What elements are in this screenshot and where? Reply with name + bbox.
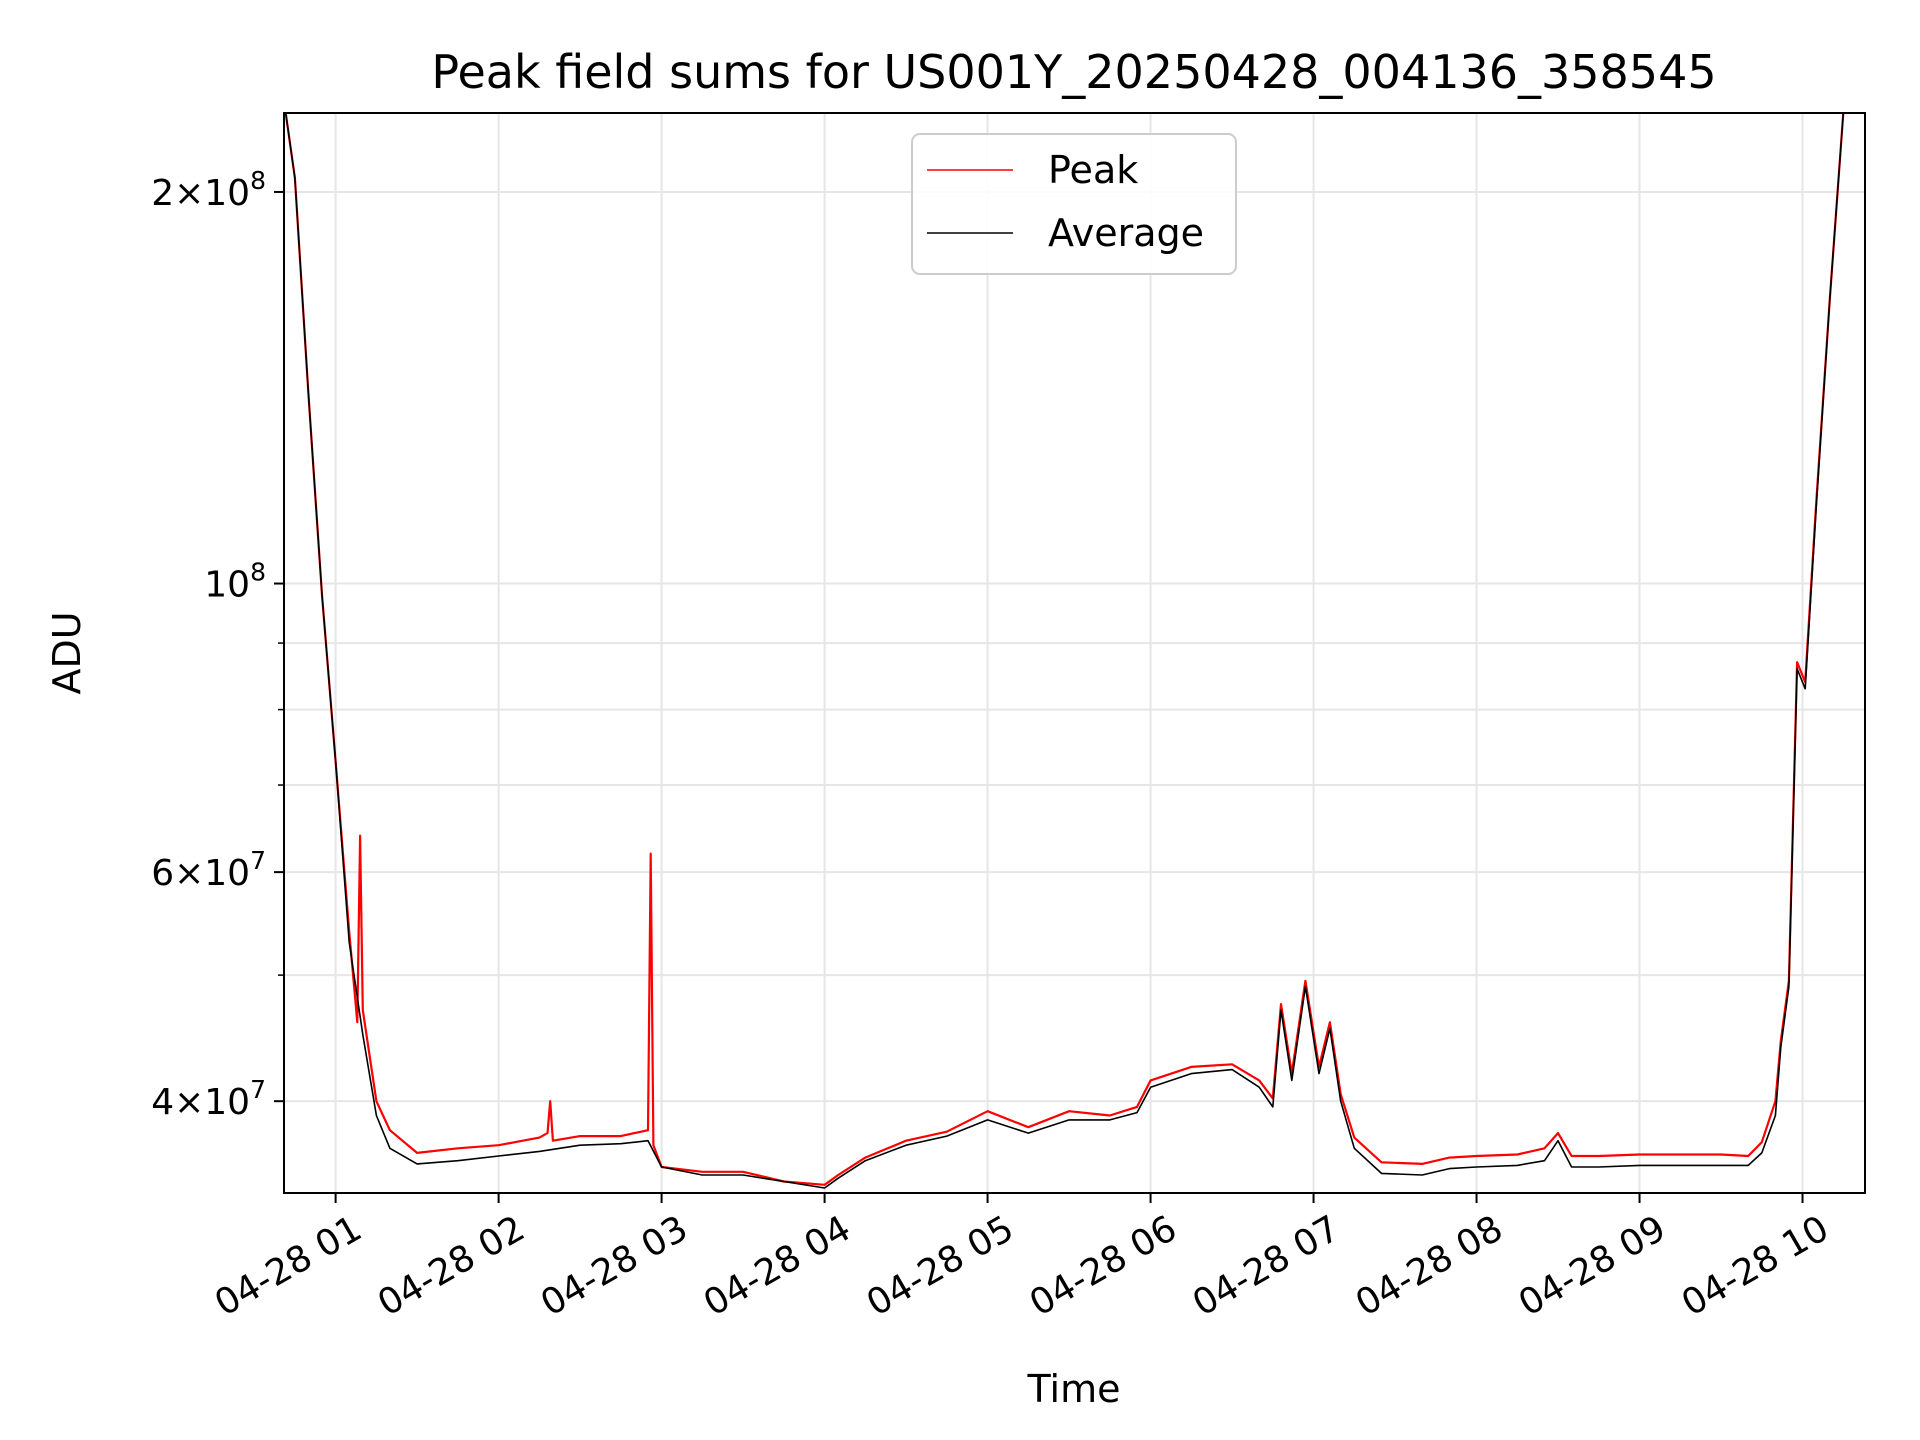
legend-label-average: Average (1048, 211, 1204, 255)
series-line-peak (284, 113, 1845, 1186)
series-lines (284, 113, 1845, 1189)
x-axis-label: Time (1027, 1367, 1121, 1411)
series-line-average (284, 113, 1845, 1189)
plot-frame (283, 112, 1866, 1194)
chart-title: Peak field sums for US001Y_20250428_0041… (431, 45, 1716, 99)
y-axis-label: ADU (45, 611, 89, 694)
legend: Peak Average (911, 133, 1237, 275)
y-tick-label: 6×107 (151, 846, 266, 894)
legend-box (911, 133, 1237, 275)
y-tick-label: 4×107 (151, 1075, 266, 1123)
y-tick-label: 108 (204, 558, 266, 606)
grid-lines (284, 113, 1865, 1193)
y-tick-label: 2×108 (151, 166, 266, 214)
legend-label-peak: Peak (1048, 148, 1138, 192)
